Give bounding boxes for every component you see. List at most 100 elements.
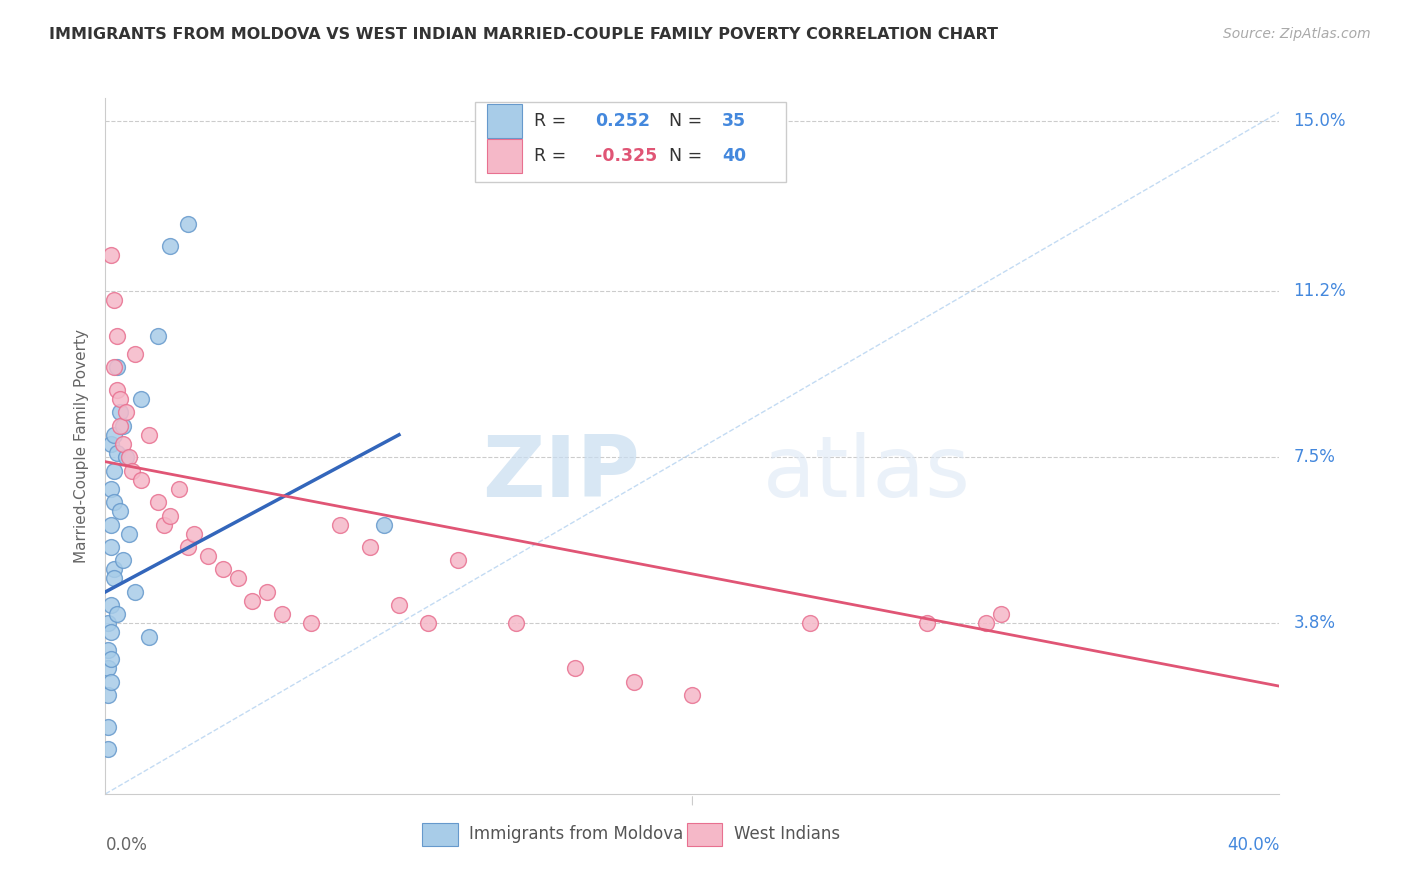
Point <box>108 392 131 406</box>
Point <box>103 562 125 576</box>
Text: R =: R = <box>534 112 572 130</box>
Point <box>105 329 128 343</box>
Point <box>121 464 143 478</box>
Point <box>138 630 160 644</box>
Text: 15.0%: 15.0% <box>1294 112 1346 129</box>
Text: ZIP: ZIP <box>482 433 640 516</box>
Point <box>373 517 395 532</box>
Text: -0.325: -0.325 <box>595 147 657 165</box>
Point <box>183 526 205 541</box>
Point <box>103 571 125 585</box>
Point <box>176 540 198 554</box>
Point <box>917 616 939 631</box>
Text: 0.0%: 0.0% <box>105 836 148 854</box>
FancyBboxPatch shape <box>422 823 458 846</box>
Point <box>299 616 322 631</box>
Point <box>115 450 138 465</box>
Point <box>112 418 135 433</box>
Text: 3.8%: 3.8% <box>1294 615 1336 632</box>
Point <box>115 405 138 419</box>
Point <box>226 571 249 585</box>
Point <box>124 347 146 361</box>
Point <box>118 450 141 465</box>
FancyBboxPatch shape <box>475 102 786 182</box>
Point <box>100 482 122 496</box>
Point <box>97 720 120 734</box>
Text: IMMIGRANTS FROM MOLDOVA VS WEST INDIAN MARRIED-COUPLE FAMILY POVERTY CORRELATION: IMMIGRANTS FROM MOLDOVA VS WEST INDIAN M… <box>49 27 998 42</box>
Point <box>974 616 997 631</box>
Point <box>108 504 131 518</box>
Point <box>211 562 233 576</box>
Point <box>112 553 135 567</box>
Point <box>124 585 146 599</box>
Text: R =: R = <box>534 147 572 165</box>
FancyBboxPatch shape <box>486 139 522 172</box>
Point <box>108 418 131 433</box>
Text: 40: 40 <box>721 147 747 165</box>
Point <box>682 688 704 702</box>
Text: Immigrants from Moldova: Immigrants from Moldova <box>470 825 683 843</box>
Point <box>153 517 176 532</box>
Text: 40.0%: 40.0% <box>1227 836 1279 854</box>
Point <box>159 508 181 523</box>
Point <box>564 661 586 675</box>
Text: Source: ZipAtlas.com: Source: ZipAtlas.com <box>1223 27 1371 41</box>
Point <box>97 742 120 756</box>
Point <box>97 688 120 702</box>
Point <box>418 616 440 631</box>
Point <box>100 599 122 613</box>
Point <box>103 464 125 478</box>
Text: N =: N = <box>669 112 707 130</box>
Point <box>256 585 278 599</box>
Point <box>105 360 128 375</box>
Point <box>100 652 122 666</box>
Point <box>167 482 190 496</box>
FancyBboxPatch shape <box>686 823 721 846</box>
Point <box>97 643 120 657</box>
Point <box>100 625 122 640</box>
Point <box>103 360 125 375</box>
Point <box>359 540 381 554</box>
Point <box>112 436 135 450</box>
Text: N =: N = <box>669 147 707 165</box>
Text: atlas: atlas <box>763 433 972 516</box>
Point <box>138 427 160 442</box>
Point <box>505 616 527 631</box>
Point <box>100 248 122 262</box>
Point <box>100 436 122 450</box>
Point <box>623 674 645 689</box>
Text: West Indians: West Indians <box>734 825 839 843</box>
Text: 35: 35 <box>721 112 747 130</box>
Point <box>103 495 125 509</box>
Point <box>447 553 470 567</box>
Point <box>100 517 122 532</box>
Point <box>799 616 821 631</box>
Point <box>990 607 1012 622</box>
Point <box>97 661 120 675</box>
Point <box>100 674 122 689</box>
Point <box>105 446 128 460</box>
Point <box>329 517 352 532</box>
Text: 11.2%: 11.2% <box>1294 282 1346 300</box>
Point <box>129 392 152 406</box>
Point <box>103 427 125 442</box>
Y-axis label: Married-Couple Family Poverty: Married-Couple Family Poverty <box>75 329 90 563</box>
Point <box>148 495 170 509</box>
Point <box>388 599 411 613</box>
Point <box>240 594 263 608</box>
Point <box>105 607 128 622</box>
Point <box>159 239 181 253</box>
Point <box>97 616 120 631</box>
Text: 7.5%: 7.5% <box>1294 448 1336 467</box>
Point <box>176 217 198 231</box>
Point <box>103 293 125 307</box>
Point <box>100 540 122 554</box>
Point <box>105 383 128 397</box>
Point <box>129 473 152 487</box>
Point <box>118 526 141 541</box>
Point <box>108 405 131 419</box>
FancyBboxPatch shape <box>486 104 522 137</box>
Point <box>197 549 219 563</box>
Text: 0.252: 0.252 <box>595 112 650 130</box>
Point <box>148 329 170 343</box>
